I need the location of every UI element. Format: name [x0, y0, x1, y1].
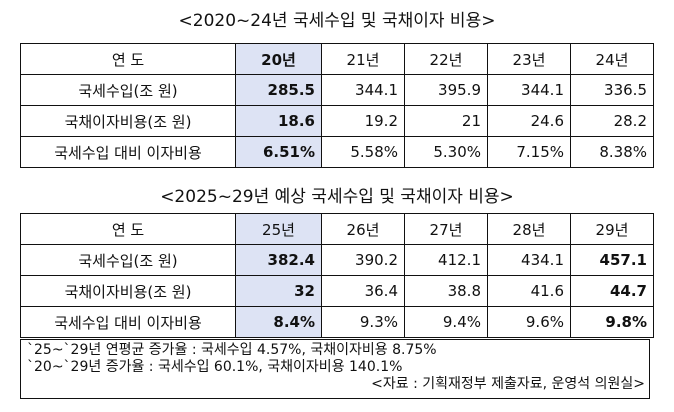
cell: 6.51%: [235, 136, 322, 168]
table-row: 국채이자비용(조 원) 18.6 19.2 21 24.6 28.2: [20, 105, 654, 137]
table-row: 국세수입(조 원) 285.5 344.1 395.9 344.1 336.5: [20, 74, 654, 106]
cell: 285.5: [235, 74, 322, 106]
cell: 5.58%: [321, 136, 405, 168]
header-cell: 29년: [570, 213, 654, 245]
table-header-row: 연 도 20년 21년 22년 23년 24년: [20, 43, 654, 75]
notes-box: `25~`29년 연평균 증가율 : 국세수입 4.57%, 국채이자비용 8.…: [20, 339, 650, 399]
row-label: 국채이자비용(조 원): [20, 105, 236, 137]
table-row: 국세수입 대비 이자비용 8.4% 9.3% 9.4% 9.6% 9.8%: [20, 306, 654, 338]
header-cell: 연 도: [20, 43, 236, 75]
source-note: <자료 : 기획재정부 제출자료, 운영석 의원실>: [371, 376, 645, 392]
table1-title: <2020~24년 국세수입 및 국채이자 비용>: [178, 11, 496, 31]
table2-title: <2025~29년 예상 국세수입 및 국채이자 비용>: [160, 187, 514, 207]
table-row: 국채이자비용(조 원) 32 36.4 38.8 41.6 44.7: [20, 275, 654, 307]
header-cell: 연 도: [20, 213, 236, 245]
header-cell: 23년: [487, 43, 571, 75]
header-cell: 24년: [570, 43, 654, 75]
cell: 19.2: [321, 105, 405, 137]
header-cell: 26년: [321, 213, 405, 245]
cell: 344.1: [487, 74, 571, 106]
row-label: 국세수입(조 원): [20, 244, 236, 276]
cell: 434.1: [487, 244, 571, 276]
cell: 41.6: [487, 275, 571, 307]
cell: 36.4: [321, 275, 405, 307]
cell: 5.30%: [404, 136, 488, 168]
cell: 44.7: [570, 275, 654, 307]
cell: 9.6%: [487, 306, 571, 338]
header-cell: 20년: [235, 43, 322, 75]
cell: 9.8%: [570, 306, 654, 338]
cell: 390.2: [321, 244, 405, 276]
cell: 21: [404, 105, 488, 137]
tax-revenue-table-2020-24: 연 도 20년 21년 22년 23년 24년 국세수입(조 원) 285.5 …: [20, 43, 654, 168]
header-cell: 22년: [404, 43, 488, 75]
cell: 382.4: [235, 244, 322, 276]
cell: 9.4%: [404, 306, 488, 338]
cell: 7.15%: [487, 136, 571, 168]
header-cell: 28년: [487, 213, 571, 245]
header-cell: 21년: [321, 43, 405, 75]
row-label: 국세수입(조 원): [20, 74, 236, 106]
cell: 38.8: [404, 275, 488, 307]
cell: 8.38%: [570, 136, 654, 168]
table-row: 국세수입(조 원) 382.4 390.2 412.1 434.1 457.1: [20, 244, 654, 276]
table-header-row: 연 도 25년 26년 27년 28년 29년: [20, 213, 654, 245]
cell: 9.3%: [321, 306, 405, 338]
header-cell: 25년: [235, 213, 322, 245]
tax-revenue-table-2025-29: 연 도 25년 26년 27년 28년 29년 국세수입(조 원) 382.4 …: [20, 213, 654, 338]
row-label: 국채이자비용(조 원): [20, 275, 236, 307]
cell: 8.4%: [235, 306, 322, 338]
cell: 28.2: [570, 105, 654, 137]
note-annual-growth: `25~`29년 연평균 증가율 : 국세수입 4.57%, 국채이자비용 8.…: [27, 342, 437, 358]
cell: 24.6: [487, 105, 571, 137]
row-label: 국세수입 대비 이자비용: [20, 306, 236, 338]
cell: 336.5: [570, 74, 654, 106]
row-label: 국세수입 대비 이자비용: [20, 136, 236, 168]
cell: 344.1: [321, 74, 405, 106]
cell: 32: [235, 275, 322, 307]
header-cell: 27년: [404, 213, 488, 245]
cell: 395.9: [404, 74, 488, 106]
cell: 412.1: [404, 244, 488, 276]
table-row: 국세수입 대비 이자비용 6.51% 5.58% 5.30% 7.15% 8.3…: [20, 136, 654, 168]
cell: 457.1: [570, 244, 654, 276]
cell: 18.6: [235, 105, 322, 137]
note-total-growth: `20~`29년 증가율 : 국세수입 60.1%, 국채이자비용 140.1%: [27, 359, 403, 375]
